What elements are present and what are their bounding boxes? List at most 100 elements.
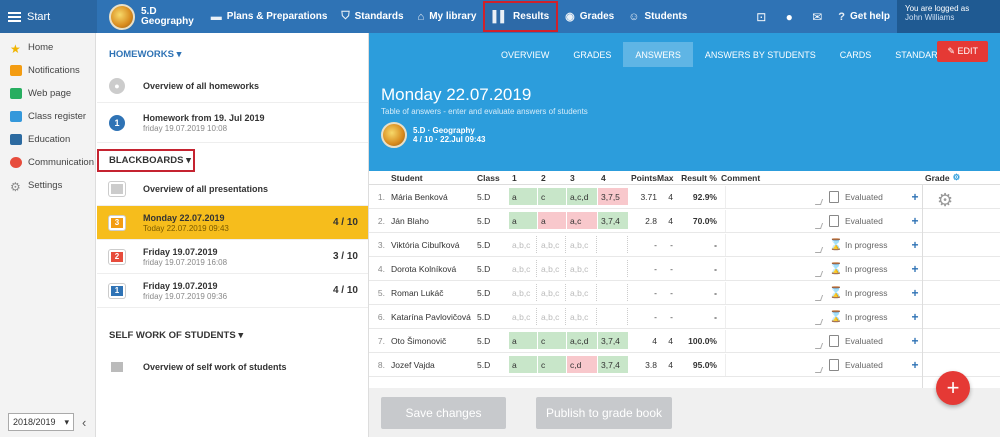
gear-icon[interactable]: ⚙ (952, 172, 961, 182)
tab-grades[interactable]: GRADES (573, 49, 612, 60)
bb-item-selected[interactable]: 3 Monday 22.07.2019 Today 22.07.2019 09:4… (97, 206, 368, 240)
user-menu[interactable]: You are logged as John Williams (897, 0, 1000, 33)
answer-cell[interactable]: a,b,c (509, 236, 537, 253)
answer-cell[interactable]: a,c,d (567, 332, 597, 349)
answer-cell[interactable]: c (538, 188, 566, 205)
answer-cell[interactable]: a,c,d (567, 188, 597, 205)
answer-cell[interactable]: a (509, 188, 537, 205)
chat-icon[interactable]: ● (785, 9, 793, 24)
sidebar-item-education[interactable]: Education (0, 128, 95, 151)
nav-results[interactable]: ▌▌ Results (483, 1, 559, 32)
answer-cell[interactable]: a,b,c (567, 236, 597, 253)
sidebar-item-home[interactable]: ★ Home (0, 36, 95, 59)
answer-cell[interactable]: a,b,c (509, 284, 537, 301)
edit-button[interactable]: ✎ EDIT (937, 41, 988, 62)
comment-field[interactable] (725, 185, 825, 208)
answer-cell[interactable]: a (509, 212, 537, 229)
nav-library-label: My library (429, 11, 477, 22)
add-grade-button[interactable]: + (911, 237, 919, 252)
school-year-select[interactable]: 2018/2019 ▾ (8, 413, 74, 431)
comment-field[interactable] (725, 281, 825, 304)
answer-cell[interactable]: a,b,c (567, 260, 597, 277)
answer-cell[interactable] (598, 260, 628, 277)
add-fab-button[interactable]: + (936, 371, 970, 405)
hw-overview[interactable]: ● Overview of all homeworks (97, 69, 368, 103)
answer-cell[interactable]: a (538, 212, 566, 229)
nav-grades[interactable]: ◉ Grades (558, 0, 621, 33)
answer-cell[interactable]: 3,7,5 (598, 188, 628, 205)
start-menu-button[interactable]: Start (0, 0, 97, 33)
save-changes-button[interactable]: Save changes (381, 396, 506, 429)
add-grade-button[interactable]: + (911, 213, 919, 228)
help-button[interactable]: ? Get help (831, 0, 897, 33)
add-grade-button[interactable]: + (911, 309, 919, 324)
col-class[interactable]: Class (477, 172, 500, 183)
nav-library[interactable]: ⌂ My library (411, 0, 484, 33)
comment-field[interactable] (725, 305, 825, 328)
sidebar-item-webpage[interactable]: Web page (0, 82, 95, 105)
comment-field[interactable] (725, 329, 825, 352)
answer-cell[interactable]: a,b,c (538, 284, 566, 301)
fullscreen-icon[interactable]: ⊡ (756, 9, 767, 24)
tab-overview[interactable]: OVERVIEW (501, 49, 550, 60)
sidebar-item-settings[interactable]: ⚙ Settings (0, 174, 95, 197)
sidebar-item-communication[interactable]: Communication (0, 151, 95, 174)
answer-cell[interactable]: a,b,c (538, 260, 566, 277)
tab-cards[interactable]: CARDS (839, 49, 872, 60)
answer-cell[interactable]: c,d (567, 356, 597, 373)
publish-button[interactable]: Publish to grade book (536, 396, 672, 429)
answer-cell[interactable]: a,c (567, 212, 597, 229)
bb-item[interactable]: 2 Friday 19.07.2019 friday 19.07.2019 16:… (97, 240, 368, 274)
add-grade-button[interactable]: + (911, 261, 919, 276)
briefcase-icon: ▬ (210, 10, 222, 23)
add-grade-button[interactable]: + (911, 333, 919, 348)
tab-standards[interactable]: STANDARDS (895, 49, 951, 60)
answer-cell[interactable] (598, 236, 628, 253)
sidebar-item-class-register[interactable]: Class register (0, 105, 95, 128)
answer-cell[interactable]: a,b,c (567, 284, 597, 301)
answer-cell[interactable] (598, 284, 628, 301)
answer-cell[interactable]: 3,7,4 (598, 332, 628, 349)
answer-cell[interactable]: c (538, 332, 566, 349)
grade-settings-gear-icon[interactable]: ⚙ (937, 190, 954, 210)
collapse-icon[interactable]: ‹ (82, 414, 87, 430)
tab-answers[interactable]: ANSWERS (623, 42, 693, 67)
add-grade-button[interactable]: + (911, 357, 919, 372)
self-work-header[interactable]: SELF WORK OF STUDENTS ▾ (97, 320, 368, 350)
table-row: 2. Ján Blaho 5.D a a a,c 3,7,4 2.8 4 70.… (369, 209, 1000, 233)
nav-standards[interactable]: ⛉ Standards (334, 0, 410, 33)
sidebar-item-notifications[interactable]: Notifications (0, 59, 95, 82)
homeworks-header[interactable]: HOMEWORKS ▾ (97, 39, 368, 69)
col-student[interactable]: Student (391, 172, 423, 183)
comment-field[interactable] (725, 353, 825, 376)
nav-students[interactable]: ☺ Students (621, 0, 694, 33)
answer-cell[interactable]: 3,7,4 (598, 212, 628, 229)
answer-cell[interactable]: a,b,c (509, 308, 537, 325)
add-grade-button[interactable]: + (911, 189, 919, 204)
answer-cell[interactable]: a (509, 356, 537, 373)
answer-cell[interactable] (598, 308, 628, 325)
self-work-overview[interactable]: Overview of self work of students (97, 350, 368, 384)
answer-cell[interactable]: a,b,c (567, 308, 597, 325)
answer-cell[interactable]: 3,7,4 (598, 356, 628, 373)
status-text: In progress (845, 287, 888, 298)
add-grade-button[interactable]: + (911, 285, 919, 300)
answer-cell[interactable]: a,b,c (538, 308, 566, 325)
answer-cell[interactable]: c (538, 356, 566, 373)
comment-field[interactable] (725, 233, 825, 256)
col-comment: Comment (721, 172, 761, 183)
homework-item[interactable]: 1 Homework from 19. Jul 2019 friday 19.0… (97, 103, 368, 143)
comment-field[interactable] (725, 209, 825, 232)
answer-cell[interactable]: a (509, 332, 537, 349)
class-selector[interactable]: 5.D Geography (109, 3, 194, 30)
blackboards-header[interactable]: BLACKBOARDS ▾ (97, 149, 195, 172)
answer-cell[interactable]: a,b,c (538, 236, 566, 253)
mail-icon[interactable]: ✉ (812, 9, 823, 24)
comment-field[interactable] (725, 257, 825, 280)
nav-plans[interactable]: ▬ Plans & Preparations (204, 0, 335, 33)
row-number: 7. (377, 335, 385, 346)
bb-item[interactable]: 1 Friday 19.07.2019 friday 19.07.2019 09:… (97, 274, 368, 308)
answer-cell[interactable]: a,b,c (509, 260, 537, 277)
bb-overview[interactable]: Overview of all presentations (97, 172, 368, 206)
tab-answers-by-students[interactable]: ANSWERS BY STUDENTS (704, 49, 816, 60)
